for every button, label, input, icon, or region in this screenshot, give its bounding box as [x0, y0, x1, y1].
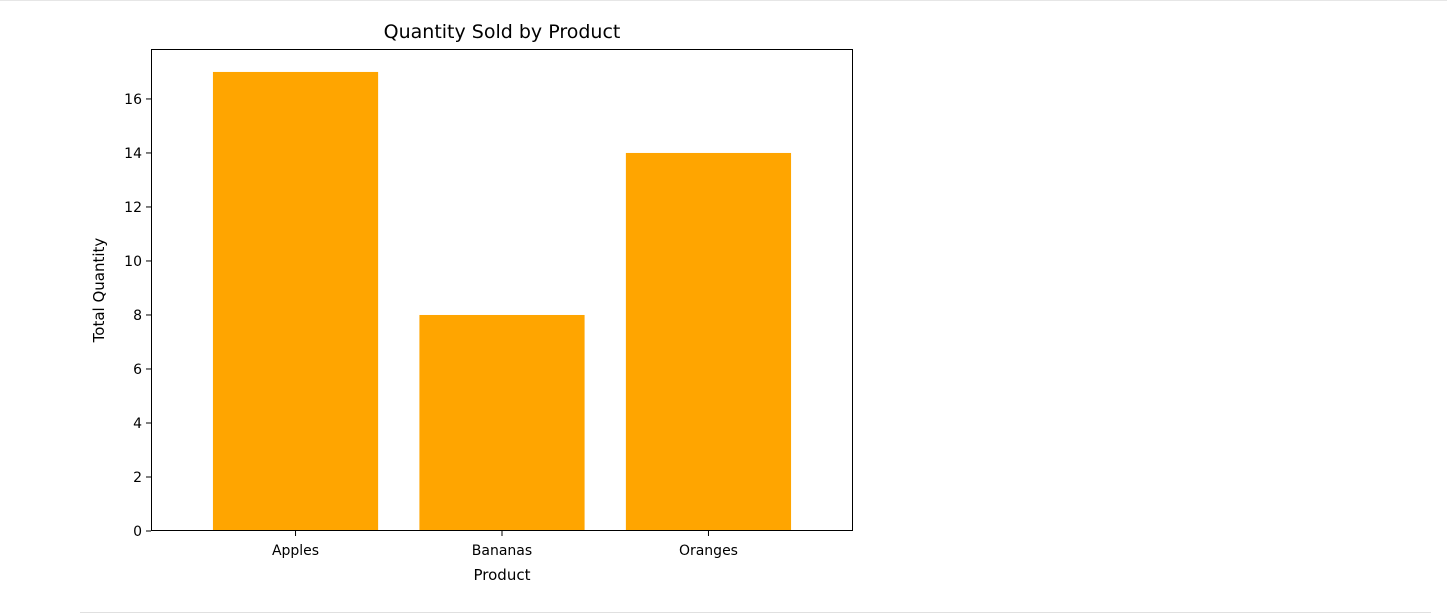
- x-tick-label-apples: Apples: [272, 543, 319, 559]
- bar-oranges: [625, 152, 792, 531]
- x-axis-label: Product: [474, 566, 531, 584]
- y-tick-label: 16: [124, 92, 142, 108]
- y-axis-ticks: 0 2 4 6 8 10 12 14 16: [124, 92, 151, 540]
- y-tick-label: 6: [133, 362, 142, 378]
- chart-title: Quantity Sold by Product: [384, 21, 621, 43]
- x-axis-ticks: Apples Bananas Oranges: [272, 531, 738, 559]
- y-tick-label: 8: [133, 308, 142, 324]
- top-border: [0, 0, 1447, 1]
- y-tick-label: 4: [133, 416, 142, 432]
- bars-group: [212, 71, 792, 531]
- plot-frame: [151, 49, 853, 531]
- y-tick-label: 10: [124, 254, 142, 270]
- bar-bananas: [419, 314, 585, 531]
- x-tick-label-oranges: Oranges: [679, 543, 738, 559]
- y-tick-label: 14: [124, 146, 142, 162]
- x-tick-label-bananas: Bananas: [472, 543, 532, 559]
- y-tick-label: 2: [133, 470, 142, 486]
- bottom-divider: [80, 612, 1431, 613]
- y-axis-label: Total Quantity: [90, 238, 108, 344]
- bar-apples: [212, 71, 379, 531]
- y-tick-label: 0: [133, 524, 142, 540]
- y-tick-label: 12: [124, 200, 142, 216]
